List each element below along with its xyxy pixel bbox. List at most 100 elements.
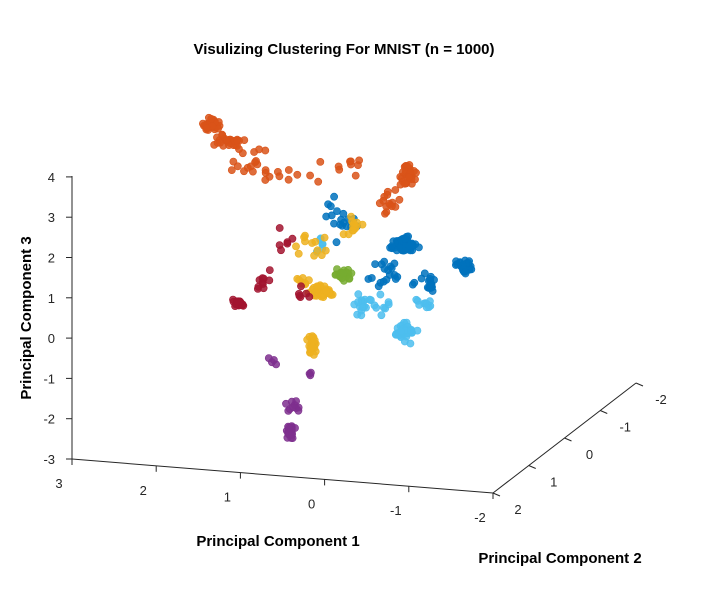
z-tick-label: 4 (48, 170, 55, 185)
scatter-point (331, 270, 340, 279)
scatter-point (330, 219, 338, 228)
y-tick-label: -1 (619, 420, 631, 435)
scatter-point (339, 230, 348, 239)
y-tick-label: 2 (514, 502, 521, 517)
y-tick (564, 437, 572, 442)
x-tick-label: 1 (224, 490, 231, 505)
scatter-point (314, 177, 323, 186)
scatter-point (384, 300, 393, 309)
scatter-point (283, 238, 292, 246)
scatter-point (390, 271, 399, 279)
z-tick-label: 1 (48, 291, 55, 306)
z-tick-label: -2 (43, 412, 55, 427)
scatter-point (317, 251, 326, 259)
chart-title: Visulizing Clustering For MNIST (n = 100… (193, 41, 494, 58)
scatter-point (349, 219, 358, 228)
scatter-point (377, 311, 386, 320)
scatter-point (401, 234, 409, 243)
x-tick-label: 3 (55, 476, 62, 491)
scatter-point (456, 258, 464, 267)
scatter-point (405, 161, 414, 169)
scatter-point (339, 209, 348, 218)
y-tick-label: 1 (550, 475, 557, 490)
scatter-point (371, 260, 379, 268)
scatter-point (309, 350, 318, 359)
scatter-point (395, 195, 404, 204)
scatter-point (322, 287, 330, 296)
scatter-point (218, 130, 227, 139)
x-tick-label: -2 (474, 510, 486, 525)
scatter-point (275, 224, 284, 232)
scatter-point (425, 284, 433, 292)
scatter-point (415, 300, 424, 309)
scatter-point (294, 249, 303, 258)
scatter-point (240, 136, 249, 144)
scatter-point (405, 173, 413, 182)
scatter-point (240, 167, 248, 176)
scatter-point (382, 275, 391, 284)
scatter-point (235, 145, 243, 153)
scatter-point (347, 212, 355, 221)
scatter-point (261, 166, 270, 174)
x-tick-label: 2 (140, 483, 147, 498)
z-axis-label: Principal Component 3 (18, 236, 35, 399)
scatter-point (396, 327, 405, 336)
scatter-point (339, 269, 348, 277)
scatter-point (380, 257, 389, 266)
scatter-point (358, 303, 367, 312)
scatter-point (381, 209, 389, 218)
scatter-point (320, 233, 329, 242)
scatter-point (391, 186, 400, 194)
y-tick (492, 492, 501, 497)
scatter-point (354, 298, 362, 306)
scatter-point (216, 138, 224, 147)
scatter-point (306, 171, 314, 180)
scatter-point (252, 157, 260, 165)
x-axis-line (71, 458, 494, 494)
scatter-point (326, 202, 335, 211)
scatter-point (294, 406, 303, 415)
z-tick-label: -1 (43, 371, 55, 386)
scatter-point (292, 242, 300, 251)
scatter-point (284, 166, 293, 174)
z-tick-label: 3 (48, 210, 55, 225)
scatter-point (407, 326, 415, 335)
scatter-point (310, 251, 318, 260)
scatter-point (265, 266, 274, 274)
scatter-point (311, 237, 320, 246)
scatter-point (346, 157, 354, 166)
scatter-point (294, 289, 303, 298)
scatter-point (275, 172, 284, 181)
scatter-point (327, 211, 336, 220)
y-tick (600, 410, 608, 414)
y-axis-label: Principal Component 2 (478, 550, 641, 567)
scatter-point (372, 303, 381, 312)
scatter-point (264, 354, 273, 362)
scatter-point (405, 242, 414, 250)
scatter-point (408, 280, 417, 289)
scatter-point (287, 397, 296, 406)
scatter-point (417, 274, 426, 283)
scatter-point (265, 276, 274, 285)
scatter-point (233, 162, 242, 171)
x-tick-label: -1 (390, 503, 402, 518)
scatter-point (232, 297, 241, 306)
scatter-point (357, 311, 366, 320)
scatter-point (390, 259, 399, 268)
scatter-point (255, 145, 263, 154)
scatter-point (293, 170, 302, 179)
scatter-point (254, 282, 263, 291)
scatter-point (265, 172, 274, 181)
scatter-point (233, 136, 241, 145)
y-tick (528, 465, 536, 469)
y-tick (635, 382, 644, 387)
scatter-point (349, 226, 358, 235)
scatter-point (354, 290, 363, 299)
scatter-point (422, 303, 431, 312)
scatter-point (354, 161, 362, 169)
scatter-point (285, 423, 293, 432)
scatter-point (332, 238, 341, 247)
scatter-point (330, 192, 338, 201)
